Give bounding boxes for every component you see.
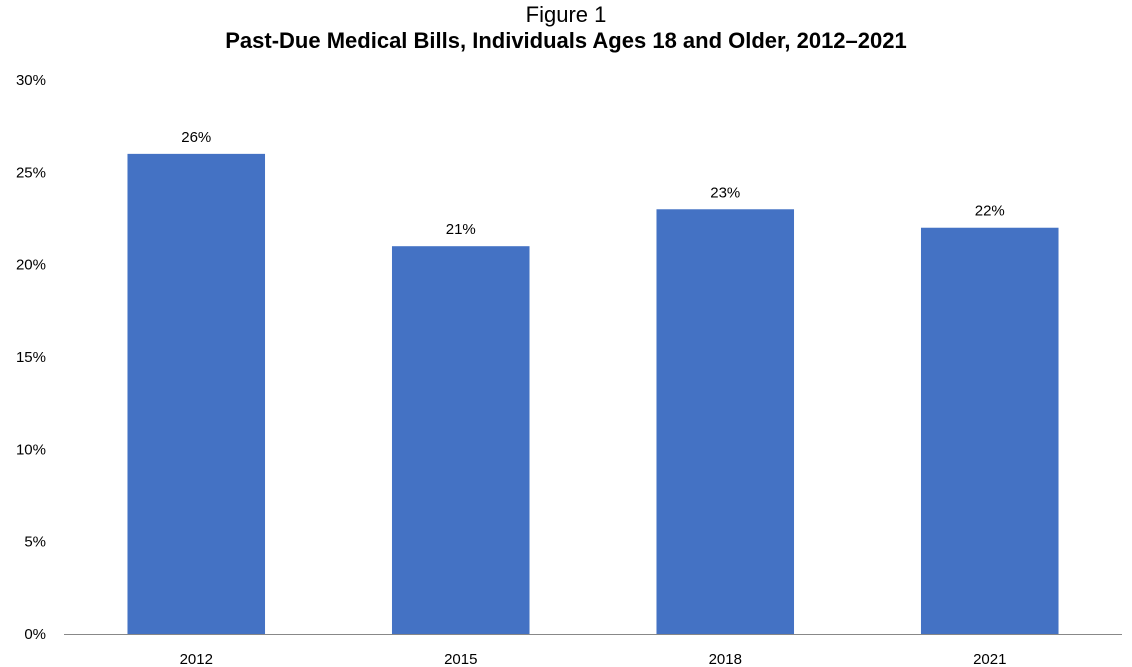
- data-labels-group: 26% 21% 23% 22%: [181, 129, 1005, 238]
- y-tick-label: 0%: [24, 626, 46, 643]
- x-tick-label-2012: 2012: [180, 651, 213, 667]
- data-label-2012: 26%: [181, 129, 211, 146]
- bars-group: [127, 153, 1059, 634]
- data-label-2018: 23%: [710, 184, 740, 201]
- chart-title: Past-Due Medical Bills, Individuals Ages…: [225, 28, 907, 53]
- x-tick-label-2021: 2021: [973, 651, 1006, 667]
- x-tick-label-2015: 2015: [444, 651, 477, 667]
- y-axis: 0% 5% 10% 15% 20% 25% 30%: [16, 72, 46, 643]
- x-tick-label-2018: 2018: [709, 651, 742, 667]
- figure-label: Figure 1: [525, 2, 607, 27]
- y-tick-label: 15%: [16, 349, 46, 366]
- y-tick-label: 5%: [24, 534, 46, 551]
- y-tick-label: 20%: [16, 257, 46, 274]
- bar-2018: [656, 209, 795, 634]
- bar-2015: [391, 246, 530, 634]
- x-axis: 2012 2015 2018 2021: [180, 651, 1007, 667]
- y-tick-label: 30%: [16, 72, 46, 89]
- bar-2021: [920, 227, 1059, 634]
- data-label-2015: 21%: [446, 221, 476, 238]
- data-label-2021: 22%: [975, 203, 1005, 220]
- y-tick-label: 25%: [16, 164, 46, 181]
- bar-2012: [127, 153, 266, 634]
- y-tick-label: 10%: [16, 441, 46, 458]
